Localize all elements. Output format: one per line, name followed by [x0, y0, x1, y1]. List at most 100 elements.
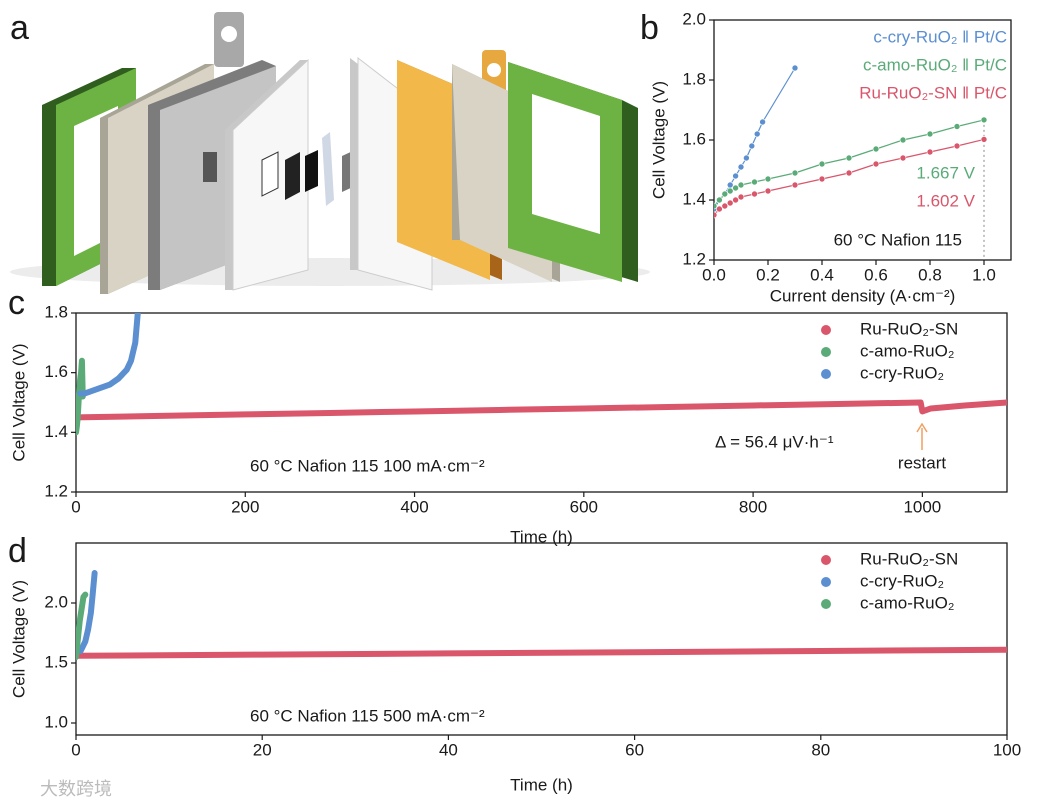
marker — [732, 184, 739, 192]
marker — [743, 154, 750, 162]
legend-label: c-cry-RuO₂ — [860, 571, 944, 590]
series-line — [76, 646, 1007, 659]
marker — [926, 148, 934, 156]
x-tick-label: 0.6 — [864, 265, 888, 284]
marker — [872, 160, 880, 168]
marker — [953, 142, 961, 150]
x-axis-label: Current density (A·cm⁻²) — [770, 286, 956, 305]
series-line — [77, 570, 98, 654]
x-tick-label: 1000 — [903, 497, 941, 516]
marker — [759, 118, 766, 126]
y-tick-label: 1.8 — [44, 302, 68, 321]
legend-marker — [821, 577, 831, 587]
panel-label: a — [10, 9, 29, 47]
y-axis-label: Cell Voltage (V) — [9, 580, 28, 698]
marker — [751, 178, 758, 186]
panel-label: d — [8, 532, 27, 570]
plot-area — [76, 313, 1007, 436]
legend-label: Ru-RuO₂-SN — [860, 549, 958, 568]
series-line — [76, 357, 86, 436]
annotation: 1.667 V — [916, 163, 975, 182]
marker — [721, 190, 729, 198]
x-tick-label: 20 — [253, 740, 272, 759]
marker — [714, 202, 718, 210]
marker — [818, 160, 826, 168]
annotation: 1.602 V — [916, 191, 975, 210]
y-tick-label: 1.0 — [44, 712, 68, 731]
marker — [980, 136, 988, 143]
y-tick-label: 1.8 — [682, 69, 706, 88]
marker — [926, 130, 934, 138]
legend-marker — [821, 555, 831, 565]
y-tick-label: 2.0 — [682, 9, 706, 28]
annotation: 60 °C Nafion 115 100 mA·cm⁻² — [250, 456, 485, 475]
y-tick-label: 1.4 — [682, 189, 706, 208]
annotation: Δ = 56.4 μV·h⁻¹ — [715, 432, 834, 451]
marker — [716, 205, 723, 213]
marker — [726, 187, 734, 195]
marker — [737, 181, 745, 189]
legend-label: c-amo-RuO₂ ‖ Pt/C — [863, 55, 1007, 74]
annotation: 60 °C Nafion 115 500 mA·cm⁻² — [250, 706, 485, 725]
marker — [716, 196, 723, 204]
marker — [845, 154, 853, 162]
y-axis-label: Cell Voltage (V) — [649, 81, 668, 199]
x-tick-label: 0 — [71, 740, 80, 759]
legend-label: c-amo-RuO₂ — [860, 341, 954, 360]
series-line — [76, 591, 89, 660]
marker — [726, 181, 734, 189]
legend-label: c-amo-RuO₂ — [860, 593, 954, 612]
marker — [737, 163, 745, 171]
x-axis-label: Time (h) — [510, 527, 573, 546]
x-tick-label: 600 — [570, 497, 598, 516]
restart-arrow-head — [916, 422, 928, 433]
marker — [764, 187, 772, 195]
y-tick-label: 1.5 — [44, 652, 68, 671]
marker — [764, 175, 772, 183]
x-tick-label: 0 — [71, 497, 80, 516]
legend-marker — [821, 369, 831, 379]
annotation: restart — [898, 453, 946, 472]
y-tick-label: 1.2 — [44, 481, 68, 500]
marker — [791, 64, 799, 72]
marker — [899, 154, 907, 162]
marker — [737, 193, 745, 201]
y-tick-label: 1.4 — [44, 422, 68, 441]
marker — [845, 169, 853, 177]
y-tick-label: 2.0 — [44, 592, 68, 611]
x-tick-label: 0.0 — [702, 265, 726, 284]
x-tick-label: 800 — [739, 497, 767, 516]
cell-illustration — [10, 12, 650, 294]
x-tick-label: 40 — [439, 740, 458, 759]
marker — [726, 199, 734, 207]
y-tick-label: 1.2 — [682, 249, 706, 268]
x-tick-label: 100 — [993, 740, 1021, 759]
marker — [872, 145, 880, 153]
legend-label: c-cry-RuO₂ ‖ Pt/C — [873, 27, 1007, 46]
legend-marker — [821, 347, 831, 357]
panel-label: b — [640, 9, 659, 47]
y-tick-label: 1.6 — [682, 129, 706, 148]
marker — [980, 116, 988, 124]
x-tick-label: 200 — [231, 497, 259, 516]
series-line — [77, 313, 141, 397]
marker — [714, 211, 718, 219]
y-axis-label: Cell Voltage (V) — [9, 343, 28, 461]
marker — [899, 136, 907, 144]
marker — [791, 181, 799, 189]
legend-marker — [821, 599, 831, 609]
x-tick-label: 80 — [811, 740, 830, 759]
marker — [753, 130, 761, 138]
series-line — [76, 399, 1007, 421]
plot-area — [714, 64, 988, 219]
marker — [721, 202, 729, 210]
marker — [748, 142, 756, 150]
x-tick-label: 0.8 — [918, 265, 942, 284]
x-tick-label: 0.4 — [810, 265, 834, 284]
x-tick-label: 60 — [625, 740, 644, 759]
marker — [791, 169, 799, 177]
x-tick-label: 400 — [400, 497, 428, 516]
annotation: 60 °C Nafion 115 — [834, 230, 962, 249]
legend-label: Ru-RuO₂-SN — [860, 319, 958, 338]
x-tick-label: 0.2 — [756, 265, 780, 284]
